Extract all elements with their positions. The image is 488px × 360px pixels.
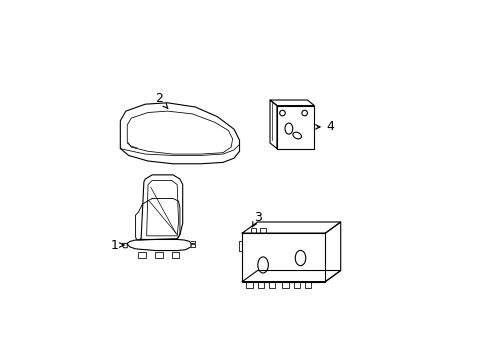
Bar <box>250 228 256 233</box>
Bar <box>171 252 179 258</box>
Bar <box>276 105 314 149</box>
Bar <box>293 282 299 288</box>
Bar <box>155 252 163 258</box>
Bar <box>246 282 252 288</box>
Text: 3: 3 <box>252 211 261 227</box>
Bar <box>268 282 274 288</box>
Text: 4: 4 <box>315 120 334 134</box>
Bar <box>260 228 265 233</box>
Text: 1: 1 <box>110 239 124 252</box>
Bar <box>282 282 288 288</box>
Bar <box>242 233 325 282</box>
Bar <box>257 282 263 288</box>
Bar <box>138 252 146 258</box>
Text: 2: 2 <box>155 92 167 108</box>
Bar <box>304 282 310 288</box>
